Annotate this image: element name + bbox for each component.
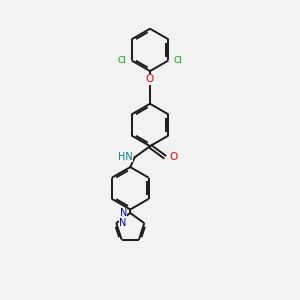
Text: N: N (120, 208, 127, 218)
Text: Cl: Cl (118, 56, 126, 65)
Text: O: O (169, 152, 177, 162)
Text: O: O (146, 74, 154, 84)
Text: HN: HN (118, 152, 133, 162)
Text: N: N (119, 218, 127, 228)
Text: Cl: Cl (174, 56, 182, 65)
